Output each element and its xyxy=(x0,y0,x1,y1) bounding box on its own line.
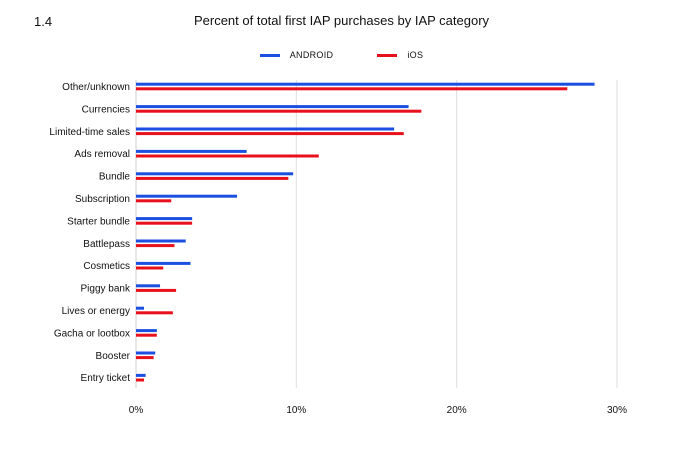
legend-swatch-ios xyxy=(377,53,398,57)
bar-ios xyxy=(136,378,145,382)
bar-ios xyxy=(136,244,175,248)
bar-ios xyxy=(136,288,177,292)
x-tick-label: 20% xyxy=(447,405,467,416)
category-label: Ads removal xyxy=(74,149,130,160)
bar-android xyxy=(136,329,157,333)
category-label: Subscription xyxy=(75,194,130,205)
legend-swatch-android xyxy=(259,53,280,57)
legend-label-android: ANDROID xyxy=(289,50,334,60)
chart-legend: ANDROID iOS xyxy=(0,50,683,60)
category-label: Bundle xyxy=(99,172,131,183)
bar-ios xyxy=(136,176,289,180)
bar-ios xyxy=(136,199,172,203)
bar-android xyxy=(136,284,161,288)
bar-ios xyxy=(136,311,173,315)
category-label: Starter bundle xyxy=(67,216,130,227)
category-label: Battlepass xyxy=(83,239,130,250)
bar-android xyxy=(136,373,146,377)
bar-android xyxy=(136,261,191,265)
bar-ios xyxy=(136,333,157,337)
bar-ios xyxy=(136,132,404,136)
category-label: Entry ticket xyxy=(81,373,131,384)
bar-android xyxy=(136,306,145,310)
bar-android xyxy=(136,194,238,198)
bar-ios xyxy=(136,221,193,225)
bar-android xyxy=(136,127,395,131)
x-tick-label: 10% xyxy=(286,405,306,416)
category-label: Limited-time sales xyxy=(49,127,130,138)
figure-number: 1.4 xyxy=(34,14,53,29)
category-label: Lives or energy xyxy=(62,306,130,317)
bar-android xyxy=(136,172,294,176)
bar-android xyxy=(136,351,156,355)
legend-item-android: ANDROID xyxy=(259,50,334,60)
bar-android xyxy=(136,105,409,109)
legend-item-ios: iOS xyxy=(377,50,423,60)
category-label: Gacha or lootbox xyxy=(54,328,130,339)
x-tick-label: 30% xyxy=(607,405,627,416)
category-label: Booster xyxy=(96,351,131,362)
bar-android xyxy=(136,149,247,153)
category-label: Other/unknown xyxy=(62,82,130,93)
bar-ios xyxy=(136,109,422,113)
category-label: Currencies xyxy=(82,104,130,115)
bar-ios xyxy=(136,266,164,270)
bar-android xyxy=(136,239,186,243)
bar-android xyxy=(136,82,595,86)
chart-title: Percent of total first IAP purchases by … xyxy=(193,13,490,28)
bar-android xyxy=(136,217,193,221)
x-tick-label: 0% xyxy=(129,405,144,416)
legend-label-ios: iOS xyxy=(407,50,424,60)
bar-ios xyxy=(136,154,319,158)
bar-ios xyxy=(136,356,154,360)
category-label: Cosmetics xyxy=(83,261,130,272)
category-label: Piggy bank xyxy=(81,284,131,295)
bar-ios xyxy=(136,87,568,91)
